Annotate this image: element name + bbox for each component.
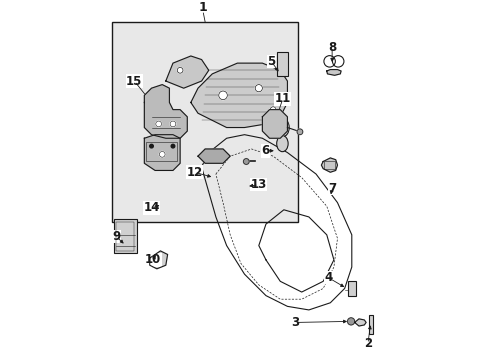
Text: 10: 10 <box>145 253 161 266</box>
Bar <box>116 222 133 251</box>
Polygon shape <box>198 149 230 163</box>
Polygon shape <box>262 110 287 138</box>
Polygon shape <box>354 319 366 326</box>
Text: 3: 3 <box>291 316 299 329</box>
Circle shape <box>297 129 302 135</box>
Polygon shape <box>326 69 340 75</box>
Circle shape <box>149 144 153 148</box>
Polygon shape <box>190 63 287 127</box>
Circle shape <box>243 159 249 165</box>
Text: 6: 6 <box>261 144 269 157</box>
Bar <box>114 219 137 253</box>
Bar <box>112 22 298 222</box>
Polygon shape <box>321 158 337 172</box>
Circle shape <box>177 67 183 73</box>
Text: 1: 1 <box>199 1 207 14</box>
Circle shape <box>171 144 174 148</box>
Text: 7: 7 <box>327 182 336 195</box>
Circle shape <box>156 121 161 127</box>
Circle shape <box>323 56 335 67</box>
Text: 11: 11 <box>274 93 290 105</box>
Polygon shape <box>144 85 187 138</box>
Ellipse shape <box>275 118 288 137</box>
Text: 15: 15 <box>126 75 142 87</box>
Bar <box>347 281 356 296</box>
Polygon shape <box>144 135 180 170</box>
Text: 8: 8 <box>327 41 336 54</box>
Bar <box>323 162 334 169</box>
Circle shape <box>332 56 343 67</box>
Text: 9: 9 <box>112 230 121 243</box>
Text: 14: 14 <box>143 202 160 215</box>
Polygon shape <box>149 251 167 269</box>
Polygon shape <box>165 56 208 88</box>
Bar <box>146 142 176 162</box>
Circle shape <box>347 318 354 325</box>
Circle shape <box>170 121 176 127</box>
Text: 13: 13 <box>250 178 266 191</box>
Circle shape <box>159 152 165 157</box>
Text: 4: 4 <box>324 271 332 284</box>
Text: 12: 12 <box>186 166 202 179</box>
Circle shape <box>255 85 262 92</box>
Ellipse shape <box>276 136 287 152</box>
Circle shape <box>218 91 227 100</box>
Bar <box>368 315 372 334</box>
Bar <box>276 53 287 76</box>
Circle shape <box>270 107 275 113</box>
Text: 5: 5 <box>266 55 275 68</box>
Text: 2: 2 <box>363 337 371 350</box>
